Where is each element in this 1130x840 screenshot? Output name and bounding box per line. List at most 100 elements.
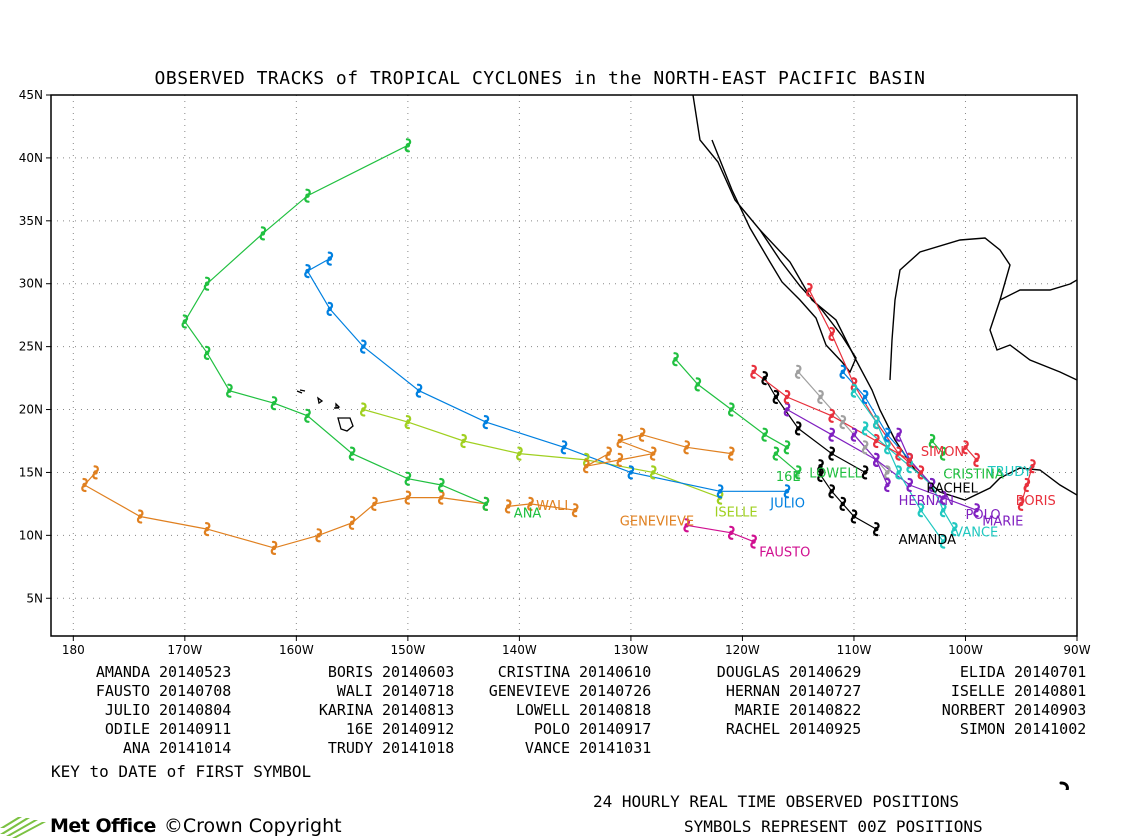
key-cyclone-name: GENEVIEVE xyxy=(488,682,570,700)
cyclone-label: BORIS xyxy=(1016,494,1056,509)
cyclone-position-icon xyxy=(638,427,646,442)
key-entry: DOUGLAS 20140629 xyxy=(690,663,862,681)
cyclone-position-icon xyxy=(884,477,891,493)
track-ana xyxy=(184,144,487,505)
track-cristina xyxy=(864,427,955,530)
lon-tick-label: 120W xyxy=(725,643,760,657)
key-entry: RACHEL 20140925 xyxy=(690,720,861,738)
cyclone-position-icon xyxy=(482,415,490,430)
key-entry: TRUDY 20141018 xyxy=(293,739,454,757)
cyclone-position-icon xyxy=(873,452,880,467)
track-odile xyxy=(808,289,922,473)
cyclone-position-icon xyxy=(850,427,858,442)
key-entry: AMANDA 20140523 xyxy=(70,663,231,681)
cyclone-position-icon xyxy=(649,446,657,461)
cyclone-label: TRUDY xyxy=(987,465,1032,480)
cyclone-position-icon xyxy=(783,389,791,405)
key-cyclone-name: JULIO xyxy=(104,701,150,719)
cyclone-position-icon xyxy=(404,138,412,153)
key-first-date: 20140801 xyxy=(1014,682,1087,700)
cyclone-position-icon xyxy=(649,465,657,480)
key-entry: NORBERT 20140903 xyxy=(905,701,1087,719)
cyclone-label: CRISTINA xyxy=(943,468,1004,483)
key-cyclone-name: RACHEL xyxy=(725,720,780,738)
cyclone-position-icon xyxy=(560,440,568,455)
lon-tick-label: 130W xyxy=(614,643,649,657)
cyclone-position-icon xyxy=(1029,459,1036,474)
key-entry: KARINA 20140813 xyxy=(293,701,454,719)
key-entry: ANA 20141014 xyxy=(70,739,231,757)
footer-positions-text: 24 HOURLY REAL TIME OBSERVED POSITIONS xyxy=(593,792,960,811)
cyclone-position-icon xyxy=(371,496,378,511)
cyclone-position-icon xyxy=(326,301,334,316)
cyclone-position-icon xyxy=(917,465,925,480)
cyclone-position-icon xyxy=(794,421,802,436)
cyclone-position-icon xyxy=(817,389,824,405)
cyclone-position-icon xyxy=(817,467,824,483)
cyclone-label: MARIE xyxy=(982,514,1023,529)
key-entry: 16E 20140912 xyxy=(293,720,454,738)
cyclone-position-icon xyxy=(794,364,802,379)
cyclone-position-icon xyxy=(728,446,735,461)
cyclone-position-icon xyxy=(616,452,624,467)
cyclone-label: ANA xyxy=(514,507,542,522)
track-fausto xyxy=(686,524,754,543)
key-cyclone-name: TRUDY xyxy=(327,739,373,757)
key-cyclone-name: MARIE xyxy=(734,701,780,719)
cyclone-label: RACHEL xyxy=(926,482,978,497)
cyclone-position-icon xyxy=(728,525,735,540)
key-caption: KEY to DATE of FIRST SYMBOL xyxy=(51,762,312,781)
lat-tick-label: 45N xyxy=(19,88,43,102)
cyclone-position-icon xyxy=(939,503,947,518)
cyclone-position-icon xyxy=(895,446,902,461)
cyclone-position-icon xyxy=(828,427,835,442)
cyclone-position-icon xyxy=(951,521,958,537)
yucatan-coast xyxy=(999,279,1077,301)
key-cyclone-name: ELIDA xyxy=(959,663,1005,681)
cyclone-position-icon xyxy=(873,521,880,537)
chart-title: OBSERVED TRACKS of TROPICAL CYCLONES in … xyxy=(154,68,926,89)
cyclone-position-icon xyxy=(672,352,679,367)
cyclone-position-icon xyxy=(861,465,869,480)
cyclone-position-icon xyxy=(783,402,791,417)
key-cyclone-name: FAUSTO xyxy=(95,682,150,700)
cyclone-position-icon xyxy=(504,499,512,514)
cyclone-label: JULIO xyxy=(769,497,805,512)
key-cyclone-name: SIMON xyxy=(959,720,1005,738)
key-cyclone-name: BORIS xyxy=(327,663,373,681)
track-elida xyxy=(931,440,944,454)
key-first-date: 20140708 xyxy=(159,682,232,700)
cyclone-position-icon xyxy=(616,433,624,449)
key-cyclone-name: ODILE xyxy=(104,720,150,738)
cyclone-label: HERNAN xyxy=(899,494,954,509)
cyclone-position-icon xyxy=(694,377,702,392)
cyclone-position-icon xyxy=(884,427,891,442)
cyclone-position-icon xyxy=(203,276,211,291)
cyclone-position-icon xyxy=(861,440,869,455)
cyclone-position-icon xyxy=(348,515,356,530)
key-first-date: 20141002 xyxy=(1014,720,1087,738)
key-first-date: 20140523 xyxy=(159,663,232,681)
cyclone-position-icon xyxy=(270,396,278,411)
lon-tick-label: 100W xyxy=(948,643,983,657)
map-gridlines xyxy=(51,95,1077,636)
cyclone-position-icon xyxy=(181,314,189,329)
key-entry: ODILE 20140911 xyxy=(70,720,231,738)
cyclone-position-icon xyxy=(750,534,757,549)
cyclone-position-icon xyxy=(928,433,936,449)
key-first-date: 20140629 xyxy=(789,663,862,681)
cyclone-position-icon xyxy=(438,477,445,493)
key-first-date: 20140822 xyxy=(789,701,862,719)
cyclone-label: GENEVIEVE xyxy=(620,514,694,529)
cyclone-position-icon xyxy=(828,326,835,342)
cyclone-position-icon xyxy=(270,540,278,556)
key-cyclone-name: HERNAN xyxy=(725,682,780,700)
lon-tick-label: 90W xyxy=(1063,643,1090,657)
cyclone-position-icon xyxy=(973,452,980,467)
cyclone-position-icon xyxy=(226,383,233,398)
cyclone-label: SIMON xyxy=(921,445,964,460)
cyclone-position-icon xyxy=(404,415,412,430)
key-entry: SIMON 20141002 xyxy=(905,720,1086,738)
cyclone-position-icon xyxy=(571,503,579,518)
cyclone-position-icon xyxy=(1017,496,1025,511)
